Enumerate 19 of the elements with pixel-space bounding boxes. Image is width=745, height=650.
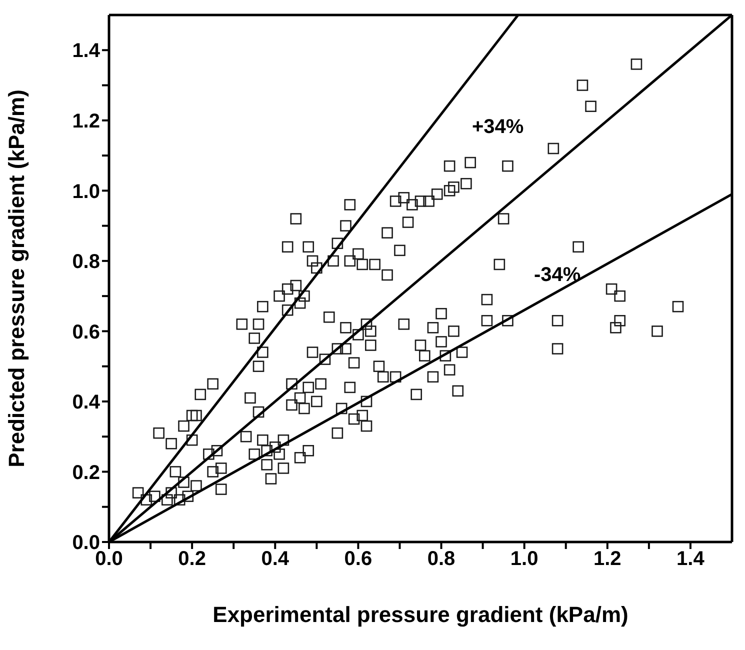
x-tick-label: 0.6 bbox=[344, 548, 372, 570]
x-tick-label: 1.0 bbox=[510, 548, 538, 570]
x-tick-label: 0.0 bbox=[95, 548, 123, 570]
y-tick-label: 0.6 bbox=[72, 321, 100, 344]
y-axis-title: Predicted pressure gradient (kPa/m) bbox=[4, 90, 29, 468]
y-tick-label: 0.4 bbox=[72, 392, 101, 414]
annotation: -34% bbox=[534, 264, 581, 286]
y-tick-label: 0.8 bbox=[72, 251, 100, 274]
y-tick-label: 1.0 bbox=[72, 180, 100, 203]
x-tick-label: 1.4 bbox=[676, 548, 706, 570]
y-tick-label: 1.2 bbox=[72, 110, 100, 132]
x-axis-title: Experimental pressure gradient (kPa/m) bbox=[212, 602, 628, 627]
annotation: +34% bbox=[472, 116, 524, 138]
x-tick-label: 0.2 bbox=[178, 548, 206, 570]
x-tick-label: 0.4 bbox=[261, 548, 290, 570]
x-tick-label: 0.8 bbox=[427, 548, 456, 570]
y-tick-label: 0.2 bbox=[72, 462, 100, 484]
y-tick-label: 1.4 bbox=[72, 40, 101, 62]
x-tick-label: 1.2 bbox=[593, 548, 622, 570]
